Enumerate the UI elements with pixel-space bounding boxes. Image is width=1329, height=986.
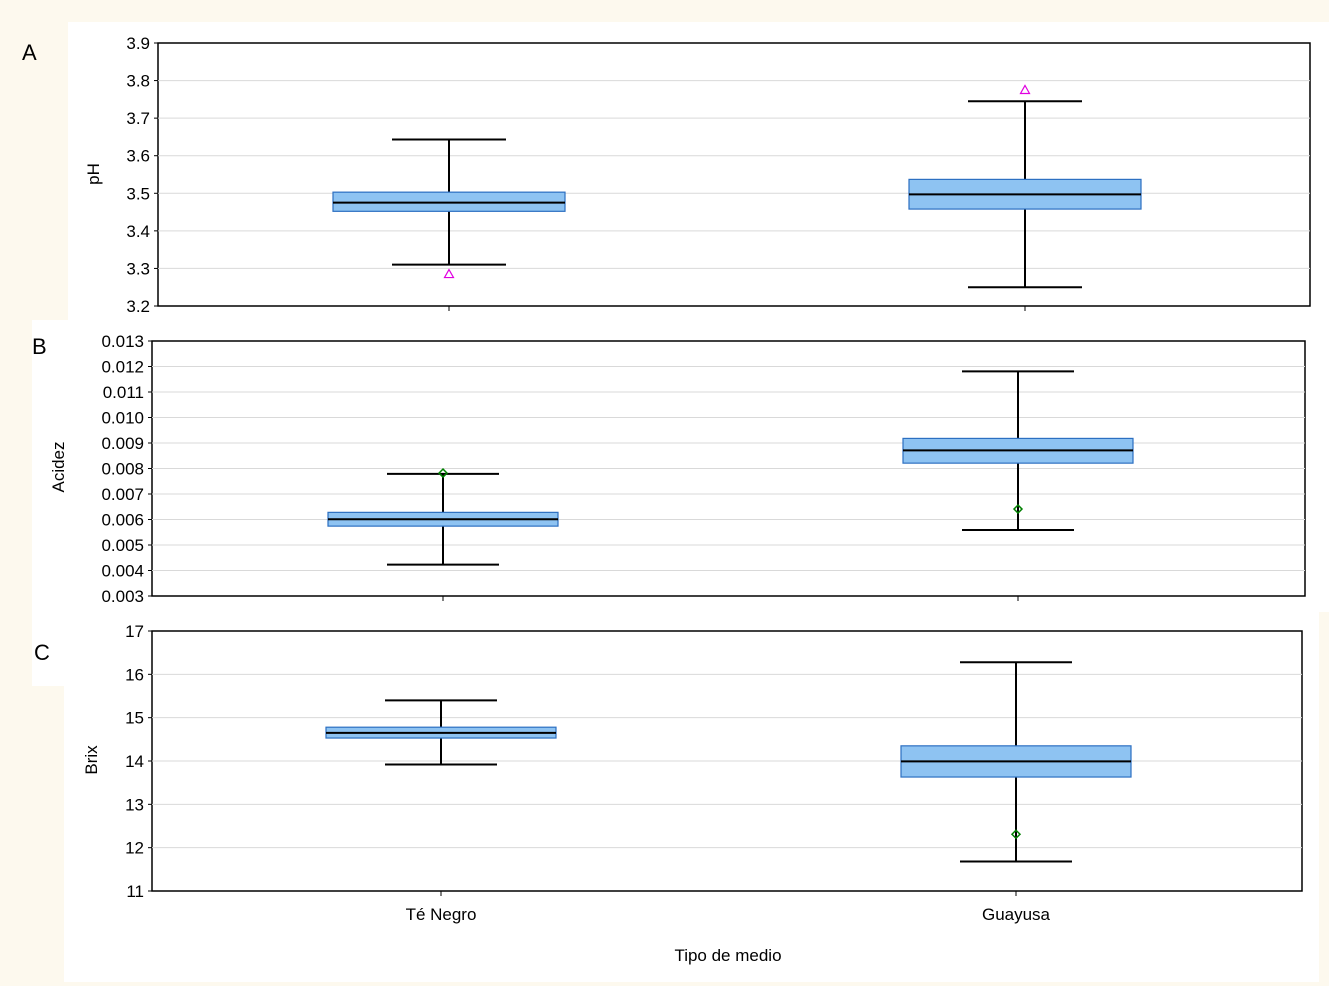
y-tick-label: 16 bbox=[125, 665, 144, 684]
outlier-marker bbox=[1012, 503, 1024, 515]
panel-letter: B bbox=[32, 334, 47, 359]
y-tick-label: 3.5 bbox=[126, 184, 150, 203]
y-axis-label: Acidez bbox=[49, 441, 68, 492]
y-tick-label: 3.4 bbox=[126, 222, 150, 241]
panel-letter: A bbox=[22, 40, 37, 65]
x-axis-label: Tipo de medio bbox=[674, 946, 781, 965]
panel-c-letter-background bbox=[32, 612, 68, 686]
y-tick-label: 0.006 bbox=[101, 511, 144, 530]
x-tick-label: Té Negro bbox=[406, 905, 477, 924]
y-tick-label: 17 bbox=[125, 622, 144, 641]
panel-c: C Brix Tipo de medio 11 12 13 14 15 16 17 Té Ne… bbox=[34, 622, 1303, 965]
y-tick-label: 3.7 bbox=[126, 109, 150, 128]
y-tick-label: 0.008 bbox=[101, 460, 144, 479]
y-tick-label: 0.011 bbox=[103, 383, 144, 402]
y-tick-label: 0.003 bbox=[101, 587, 144, 606]
y-axis-label: pH bbox=[84, 163, 103, 185]
y-tick-label: 0.005 bbox=[101, 536, 144, 555]
outlier-marker bbox=[443, 268, 455, 279]
y-tick-label: 0.012 bbox=[101, 358, 144, 377]
y-tick-label: 11 bbox=[126, 882, 144, 901]
y-tick-label: 3.9 bbox=[126, 34, 150, 53]
y-tick-label: 3.2 bbox=[126, 297, 150, 316]
y-tick-label: 0.009 bbox=[101, 434, 144, 453]
y-tick-label: 15 bbox=[125, 709, 144, 728]
y-tick-label: 0.010 bbox=[101, 409, 144, 428]
y-tick-label: 0.007 bbox=[101, 485, 144, 504]
outlier-marker bbox=[1010, 829, 1022, 840]
panel-a: A pH 3.2 3.3 3.4 3.5 3.6 3.7 3.8 3.9 bbox=[22, 34, 1311, 316]
y-tick-label: 0.004 bbox=[101, 562, 144, 581]
panel-letter: C bbox=[34, 640, 50, 665]
x-tick-label: Guayusa bbox=[982, 905, 1051, 924]
y-axis-label: Brix bbox=[82, 745, 101, 775]
outlier-marker bbox=[1019, 84, 1031, 95]
plot-area bbox=[157, 42, 1311, 307]
y-tick-label: 3.3 bbox=[126, 259, 150, 278]
y-tick-label: 14 bbox=[125, 752, 144, 771]
outlier-marker bbox=[437, 468, 449, 479]
y-tick-label: 3.8 bbox=[126, 72, 150, 91]
panel-b: B Acidez 0.003 0.004 0.005 0.006 0.007 0.008 0… bbox=[32, 332, 1306, 606]
y-tick-label: 13 bbox=[125, 795, 144, 814]
y-tick-label: 3.6 bbox=[126, 147, 150, 166]
y-tick-label: 0.013 bbox=[101, 332, 144, 351]
y-tick-label: 12 bbox=[125, 839, 144, 858]
